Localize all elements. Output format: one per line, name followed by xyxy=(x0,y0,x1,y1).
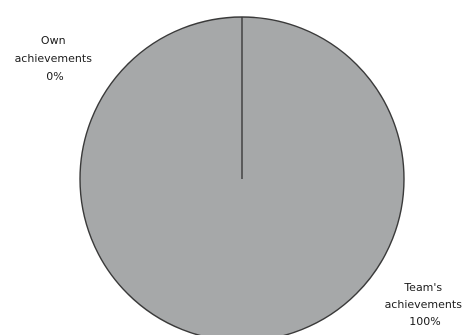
slice-label-own-percent: 0% xyxy=(46,70,63,83)
slice-label-own: Own achievements 0% xyxy=(15,34,96,83)
slice-label-team-line-2: achievements xyxy=(385,298,463,311)
slice-label-own-line-1: Own xyxy=(41,34,66,47)
slice-label-team-line-1: Team's xyxy=(403,281,442,294)
slice-label-team-percent: 100% xyxy=(409,315,440,328)
pie-slices xyxy=(79,16,405,335)
slice-label-own-line-2: achievements xyxy=(15,52,93,65)
slice-label-team: Team's achievements 100% xyxy=(385,281,466,328)
